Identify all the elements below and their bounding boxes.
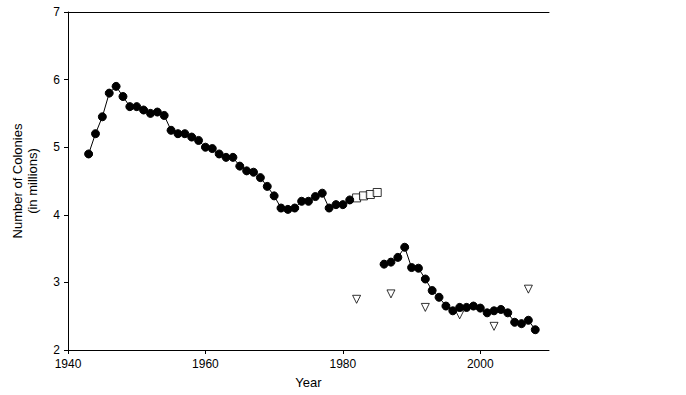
svg-text:2: 2 [53, 343, 60, 357]
svg-text:(in millions): (in millions) [25, 148, 40, 214]
svg-text:1980: 1980 [330, 357, 357, 371]
svg-text:3: 3 [53, 275, 60, 289]
svg-text:7: 7 [53, 5, 60, 19]
svg-text:1940: 1940 [55, 357, 82, 371]
svg-text:6: 6 [53, 73, 60, 87]
svg-text:1960: 1960 [192, 357, 219, 371]
svg-text:Year: Year [295, 375, 322, 390]
svg-text:4: 4 [53, 208, 60, 222]
svg-text:2000: 2000 [467, 357, 494, 371]
svg-text:5: 5 [53, 140, 60, 154]
svg-text:Number of Colonies: Number of Colonies [10, 123, 25, 238]
